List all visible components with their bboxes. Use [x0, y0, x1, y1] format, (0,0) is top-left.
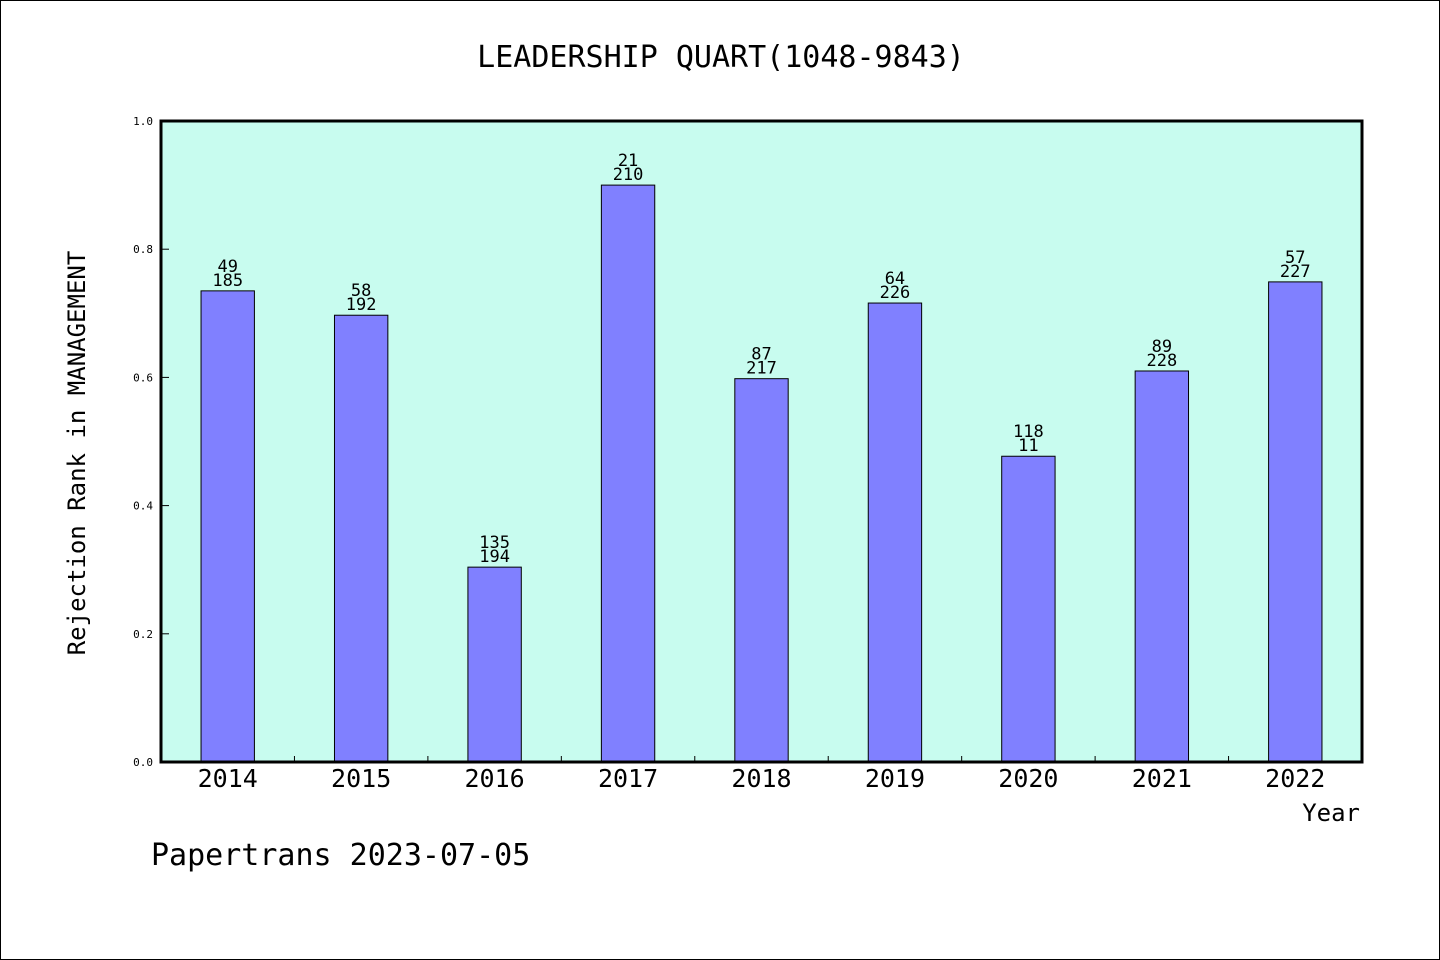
- y-axis-label: Rejection Rank in MANAGEMENT: [63, 251, 91, 656]
- bar-label-bottom-2020: 11: [1018, 436, 1038, 456]
- bar-label-bottom-2018: 217: [746, 359, 777, 379]
- x-axis-label: Year: [1302, 799, 1360, 827]
- bar-2020: [1001, 455, 1056, 763]
- bar-label-bottom-2017: 210: [613, 165, 644, 185]
- x-tick-label-2021: 2021: [1132, 764, 1192, 793]
- bar-label-top-2015: 58: [351, 281, 371, 301]
- bar-label-top-2017: 21: [618, 151, 638, 171]
- y-axis: 0.0 0.2 0.4 0.6 0.8 1.0: [133, 115, 169, 769]
- bar-2014: [200, 290, 255, 763]
- bar-label-bottom-2021: 228: [1146, 351, 1177, 371]
- bar-label-top-2022: 57: [1285, 248, 1305, 268]
- x-tick-label-2014: 2014: [198, 764, 258, 793]
- y-tick-label-0.8: 0.8: [133, 243, 153, 256]
- x-tick-label-2022: 2022: [1265, 764, 1325, 793]
- x-tick-label-2017: 2017: [598, 764, 658, 793]
- y-tick-label-0.4: 0.4: [133, 500, 153, 513]
- bars-group: 4918558192135194212108721764226118118922…: [200, 151, 1323, 763]
- x-tick-label-2016: 2016: [465, 764, 525, 793]
- bar-label-bottom-2019: 226: [880, 283, 911, 303]
- bar-2016: [467, 566, 522, 763]
- bar-label-bottom-2015: 192: [346, 295, 377, 315]
- y-tick-label-1.0: 1.0: [133, 115, 153, 128]
- y-tick-label-0.0: 0.0: [133, 756, 153, 769]
- bar-label-top-2014: 49: [217, 257, 237, 277]
- bar-label-bottom-2014: 185: [212, 271, 243, 291]
- bar-label-top-2018: 87: [751, 345, 771, 365]
- bar-2018: [734, 378, 789, 763]
- chart-title: LEADERSHIP QUART(1048-9843): [477, 40, 965, 75]
- bar-2019: [867, 302, 923, 763]
- x-tick-label-2015: 2015: [331, 764, 391, 793]
- x-tick-label-2019: 2019: [865, 764, 925, 793]
- x-axis: 2014 2015 2016 2017 2018 2019 2020 2021 2022: [198, 756, 1325, 793]
- y-tick-label-0.6: 0.6: [133, 371, 153, 384]
- bar-2015: [333, 314, 389, 763]
- bar-label-top-2019: 64: [885, 269, 905, 289]
- bar-label-bottom-2016: 194: [479, 547, 510, 567]
- plot-border: [159, 119, 1364, 764]
- bar-2021: [1134, 370, 1190, 763]
- footer-note: Papertrans 2023-07-05: [151, 838, 530, 873]
- bar-2022: [1268, 281, 1323, 763]
- x-tick-label-2018: 2018: [731, 764, 791, 793]
- bar-label-top-2016: 135: [479, 533, 510, 553]
- bar-label-top-2020: 118: [1013, 422, 1044, 442]
- bar-label-bottom-2022: 227: [1280, 262, 1311, 282]
- y-tick-label-0.2: 0.2: [133, 628, 153, 641]
- x-tick-label-2020: 2020: [998, 764, 1058, 793]
- bar-2017: [600, 184, 656, 763]
- bar-label-top-2021: 89: [1152, 337, 1172, 357]
